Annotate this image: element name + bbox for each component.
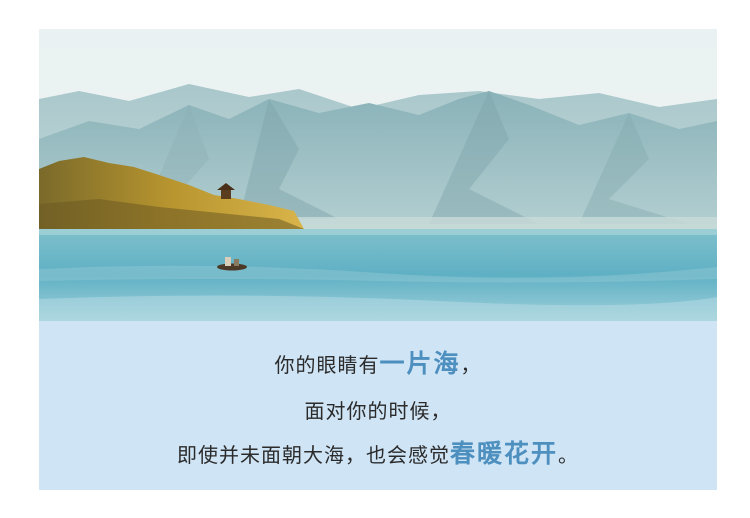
highlight-text: 春暖花开 <box>449 439 558 468</box>
poem-line-1: 你的眼睛有一片海， <box>39 349 717 380</box>
highlight-text: 一片海 <box>379 349 461 378</box>
poem-line-1-text: 你的眼睛有 <box>274 353 380 377</box>
poem-card: 你的眼睛有一片海， 面对你的时候， 即使并未面朝大海，也会感觉春暖花开。 <box>39 29 717 490</box>
poem-line-3: 即使并未面朝大海，也会感觉春暖花开。 <box>39 439 717 470</box>
punctuation: ， <box>460 353 482 377</box>
poem-line-3-text: 即使并未面朝大海，也会感觉 <box>176 443 450 467</box>
poem-line-2: 面对你的时候， <box>39 396 717 426</box>
landscape-photo <box>39 29 717 321</box>
punctuation: 。 <box>558 443 579 467</box>
poem-caption: 你的眼睛有一片海， 面对你的时候， 即使并未面朝大海，也会感觉春暖花开。 <box>39 321 717 490</box>
poem-line-2-text: 面对你的时候， <box>304 399 452 423</box>
